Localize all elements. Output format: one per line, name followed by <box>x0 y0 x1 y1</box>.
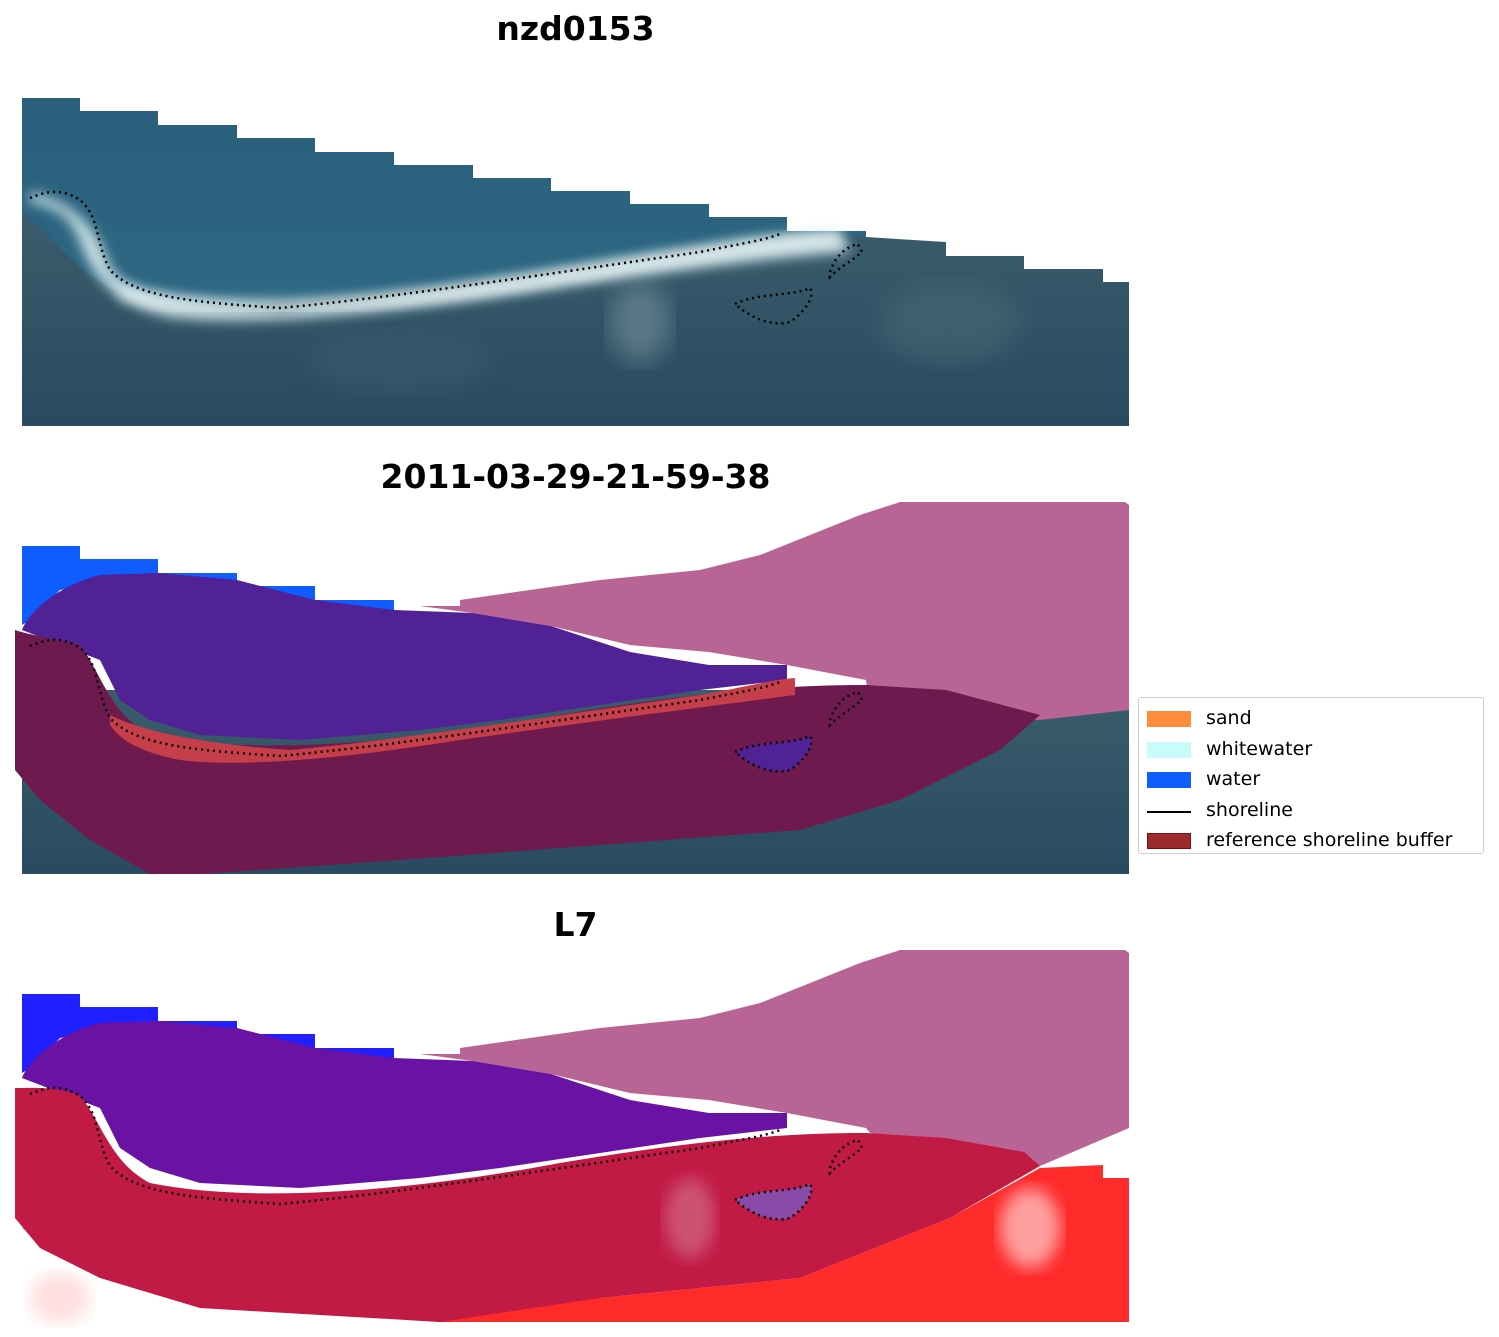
water-index-purple <box>22 1021 787 1188</box>
legend-line-shoreline <box>1147 810 1191 813</box>
shoreline <box>29 190 781 310</box>
lagoon <box>732 1182 813 1221</box>
legend-label: sand <box>1206 707 1252 729</box>
lagoon-outline <box>732 286 813 325</box>
legend-item-reference-buffer: reference shoreline buffer <box>1139 826 1483 857</box>
legend-swatch-reference-buffer <box>1147 833 1191 849</box>
legend-label: reference shoreline buffer <box>1206 829 1453 851</box>
rgb-satellite-image <box>22 98 1129 426</box>
land-area <box>22 212 1129 426</box>
l7-index-overlay-image <box>15 950 1129 1323</box>
water-overlay-purple <box>22 573 787 740</box>
legend-swatch-sand <box>1147 711 1191 727</box>
panel-title-classification: 2011-03-29-21-59-38 <box>380 457 771 496</box>
buffer-crimson <box>15 1087 1040 1322</box>
legend-label: shoreline <box>1206 798 1293 821</box>
panel-title-rgb: nzd0153 <box>496 9 655 48</box>
classification-overlay-image <box>15 502 1129 874</box>
legend-item-whitewater: whitewater <box>1139 735 1483 766</box>
legend-label: water <box>1206 768 1261 790</box>
shoreline <box>29 638 781 758</box>
legend-item-water: water <box>1139 765 1483 796</box>
legend: sand whitewater water shoreline referenc… <box>1138 697 1484 854</box>
legend-swatch-water <box>1147 772 1191 788</box>
legend-item-sand: sand <box>1139 704 1483 735</box>
legend-item-shoreline: shoreline <box>1139 796 1483 827</box>
legend-label: whitewater <box>1206 737 1313 760</box>
panel-title-mndwi: L7 <box>553 905 598 944</box>
buffer-pink <box>420 950 1129 1166</box>
sand-class <box>110 678 795 763</box>
legend-swatch-whitewater <box>1147 741 1191 758</box>
lagoon <box>732 734 813 773</box>
shoreline <box>29 1086 781 1206</box>
buffer-pink <box>420 502 1129 720</box>
